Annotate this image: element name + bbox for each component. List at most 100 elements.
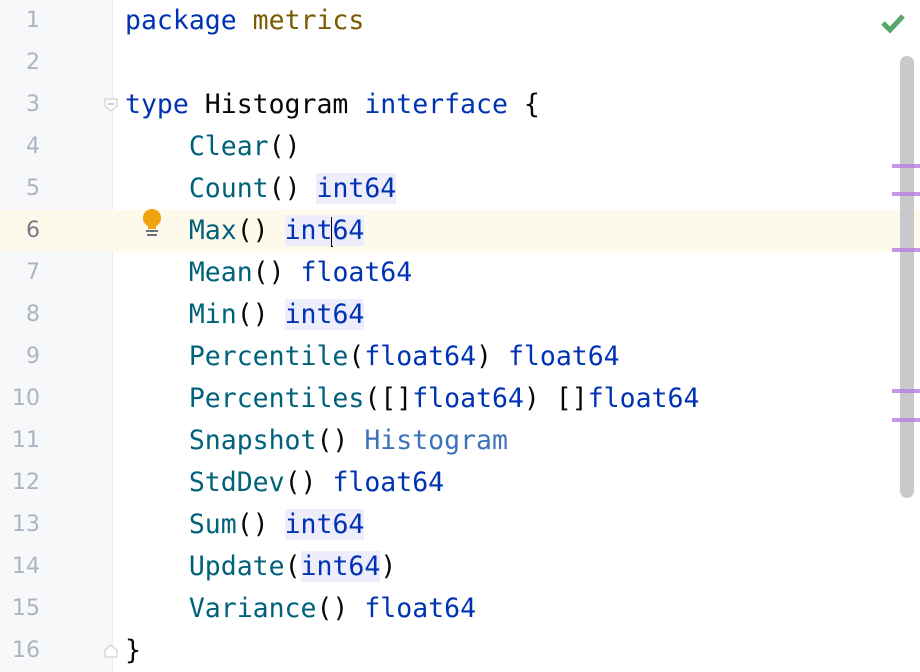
code-token: [125, 467, 189, 498]
code-token: (): [268, 173, 317, 204]
code-line[interactable]: 14 Update(int64): [0, 546, 920, 588]
code-token: float64: [507, 341, 620, 372]
lightbulb-icon[interactable]: [141, 209, 163, 239]
code-token: float64: [364, 341, 477, 372]
code-line[interactable]: 2: [0, 42, 920, 84]
code-token: (): [316, 425, 365, 456]
usage-marker[interactable]: [892, 248, 920, 253]
code-token: (): [236, 215, 285, 246]
code-line[interactable]: 15 Variance() float64: [0, 588, 920, 630]
code-token: (): [316, 593, 365, 624]
code-text[interactable]: Snapshot() Histogram: [125, 420, 508, 462]
usage-marker[interactable]: [892, 389, 920, 394]
code-token: (): [236, 509, 285, 540]
vertical-scrollbar[interactable]: [900, 56, 914, 498]
fold-toggle-icon[interactable]: [104, 644, 118, 658]
code-text[interactable]: Max() int64: [125, 210, 365, 252]
code-token: Update: [188, 551, 285, 582]
code-token: [125, 131, 189, 162]
code-token: Min: [188, 299, 237, 330]
no-problems-check-icon[interactable]: [880, 12, 906, 34]
line-number: 9: [26, 344, 40, 369]
code-token: Mean: [188, 257, 253, 288]
code-token: Sum: [188, 509, 237, 540]
code-token: float64: [412, 383, 524, 414]
code-token: ) []: [523, 383, 588, 414]
code-text[interactable]: Variance() float64: [125, 588, 476, 630]
code-line[interactable]: 6 Max() int64: [0, 210, 920, 252]
code-token: int64: [284, 509, 365, 540]
code-token: ): [476, 341, 508, 372]
line-number: 6: [26, 218, 40, 243]
code-line[interactable]: 8 Min() int64: [0, 294, 920, 336]
code-text[interactable]: Update(int64): [125, 546, 396, 588]
code-line[interactable]: 10 Percentiles([]float64) []float64: [0, 378, 920, 420]
code-token: Histogram: [364, 425, 508, 456]
code-token: [125, 341, 189, 372]
code-line[interactable]: 11 Snapshot() Histogram: [0, 420, 920, 462]
code-token: [125, 593, 189, 624]
code-token: [125, 257, 189, 288]
code-line[interactable]: 5 Count() int64: [0, 168, 920, 210]
line-number: 1: [26, 8, 40, 33]
line-number: 4: [26, 134, 40, 159]
code-token: (): [252, 257, 301, 288]
code-text[interactable]: type Histogram interface {: [125, 84, 540, 126]
code-text[interactable]: package metrics: [125, 0, 364, 42]
code-token: int: [284, 215, 333, 246]
line-number: 14: [12, 554, 40, 579]
code-token: package: [125, 5, 237, 36]
code-token: {: [507, 89, 540, 120]
code-text[interactable]: Percentile(float64) float64: [125, 336, 620, 378]
code-token: [125, 299, 189, 330]
code-token: (: [284, 551, 301, 582]
code-token: [237, 5, 253, 36]
code-token: float64: [364, 593, 477, 624]
line-number: 11: [12, 428, 40, 453]
code-line[interactable]: 13 Sum() int64: [0, 504, 920, 546]
code-line[interactable]: 1 package metrics: [0, 0, 920, 42]
code-token: float64: [332, 467, 445, 498]
code-token: type: [125, 89, 189, 120]
code-line[interactable]: 3 type Histogram interface {: [0, 84, 920, 126]
code-token: int64: [316, 173, 397, 204]
code-token: StdDev: [188, 467, 285, 498]
line-number: 12: [12, 470, 40, 495]
code-token: Variance: [188, 593, 317, 624]
code-line[interactable]: 12 StdDev() float64: [0, 462, 920, 504]
code-token: float64: [300, 257, 413, 288]
code-token: }: [125, 635, 141, 666]
code-token: [125, 551, 189, 582]
line-number: 5: [26, 176, 40, 201]
line-number: 2: [26, 50, 40, 75]
code-token: Clear: [188, 131, 269, 162]
line-number: 13: [12, 512, 40, 537]
code-token: [125, 173, 189, 204]
code-text[interactable]: }: [125, 630, 141, 672]
code-text[interactable]: Min() int64: [125, 294, 365, 336]
code-line[interactable]: 16}: [0, 630, 920, 672]
code-text[interactable]: Clear(): [125, 126, 301, 168]
code-line[interactable]: 4 Clear(): [0, 126, 920, 168]
code-line[interactable]: 9 Percentile(float64) float64: [0, 336, 920, 378]
code-text[interactable]: Count() int64: [125, 168, 397, 210]
fold-toggle-icon[interactable]: [104, 98, 118, 112]
code-text[interactable]: Mean() float64: [125, 252, 412, 294]
code-token: ([]: [364, 383, 413, 414]
code-text[interactable]: StdDev() float64: [125, 462, 444, 504]
code-token: interface: [364, 89, 508, 120]
code-token: (): [284, 467, 333, 498]
line-number: 16: [12, 638, 40, 663]
code-token: Max: [188, 215, 237, 246]
code-text[interactable]: Sum() int64: [125, 504, 365, 546]
usage-marker[interactable]: [892, 192, 920, 196]
code-line[interactable]: 7 Mean() float64: [0, 252, 920, 294]
usage-marker[interactable]: [892, 417, 920, 422]
usage-marker[interactable]: [892, 163, 920, 168]
line-number: 3: [26, 92, 40, 117]
code-token: 64: [332, 215, 365, 246]
code-token: [125, 509, 189, 540]
code-text[interactable]: Percentiles([]float64) []float64: [125, 378, 700, 420]
line-number-gutter[interactable]: [0, 0, 113, 672]
line-number: 7: [26, 260, 40, 285]
